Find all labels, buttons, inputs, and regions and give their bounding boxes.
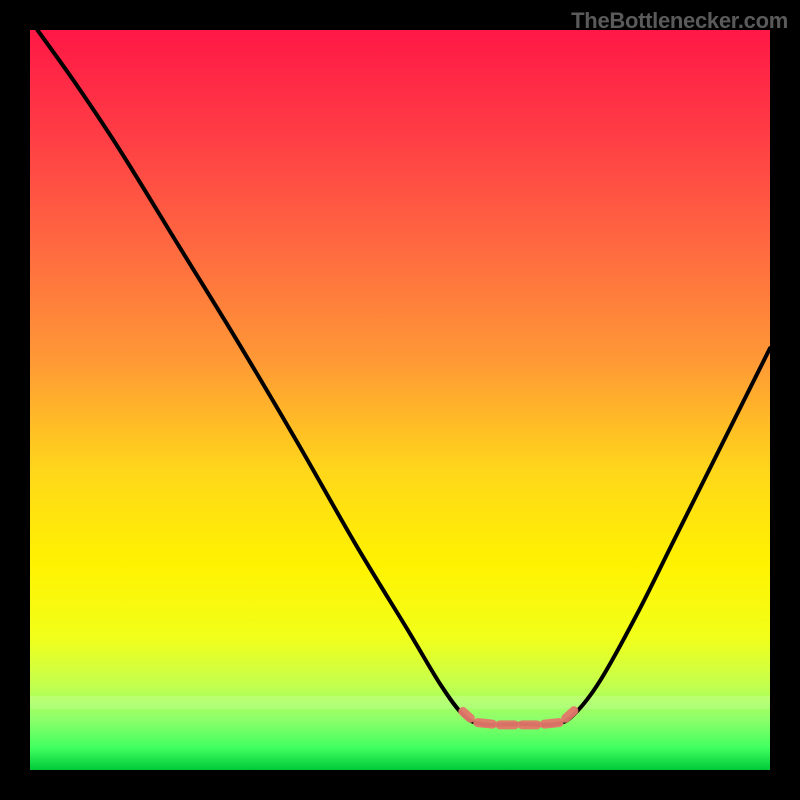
plot-area <box>30 30 770 770</box>
chart-svg <box>30 30 770 770</box>
chart-container: TheBottlenecker.com <box>0 0 800 800</box>
watermark-text: TheBottlenecker.com <box>571 8 788 34</box>
